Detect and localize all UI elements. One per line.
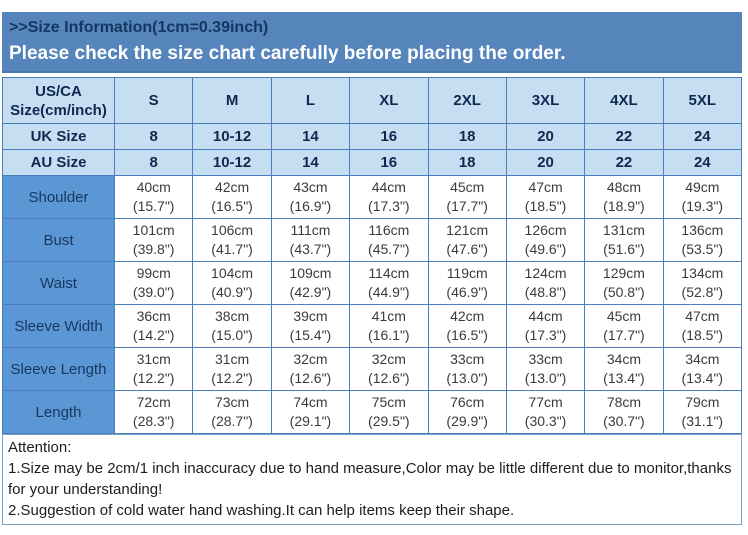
table-cell: 126cm (49.6") bbox=[505, 218, 586, 262]
table-cell: 22 bbox=[584, 149, 664, 176]
table-cell: 47cm (18.5") bbox=[662, 304, 743, 348]
table-cell: 104cm (40.9") bbox=[192, 261, 272, 305]
table-cell: 131cm (51.6") bbox=[584, 218, 664, 262]
measure-label-sleeve-width: Sleeve Width bbox=[2, 304, 115, 348]
table-cell: 129cm (50.8") bbox=[584, 261, 664, 305]
table-cell: 45cm (17.7") bbox=[584, 304, 664, 348]
table-cell: 44cm (17.3") bbox=[505, 304, 586, 348]
table-cell: 43cm (16.9") bbox=[270, 175, 351, 219]
table-cell: 14 bbox=[270, 123, 351, 150]
table-cell: 106cm (41.7") bbox=[192, 218, 272, 262]
measure-label-sleeve-length: Sleeve Length bbox=[2, 347, 115, 391]
table-cell: 47cm (18.5") bbox=[505, 175, 586, 219]
table-cell: 40cm (15.7") bbox=[113, 175, 194, 219]
measure-label-shoulder: Shoulder bbox=[2, 175, 115, 219]
measure-label-waist: Waist bbox=[2, 261, 115, 305]
table-cell: 20 bbox=[505, 123, 586, 150]
table-cell: 39cm (15.4") bbox=[270, 304, 351, 348]
table-cell: 74cm (29.1") bbox=[270, 390, 351, 434]
table-cell: 121cm (47.6") bbox=[427, 218, 507, 262]
table-cell: 119cm (46.9") bbox=[427, 261, 507, 305]
shoulder-row: Shoulder 40cm (15.7") 42cm (16.5") 43cm … bbox=[2, 175, 743, 219]
table-cell: 73cm (28.7") bbox=[192, 390, 272, 434]
length-row: Length 72cm (28.3") 73cm (28.7") 74cm (2… bbox=[2, 390, 743, 434]
table-cell: 16 bbox=[349, 149, 429, 176]
table-cell: 33cm (13.0") bbox=[427, 347, 507, 391]
table-cell: 99cm (39.0") bbox=[113, 261, 194, 305]
table-cell: 18 bbox=[427, 149, 507, 176]
table-cell: 31cm (12.2") bbox=[113, 347, 194, 391]
size-col-header-2xl: 2XL bbox=[427, 77, 507, 124]
attention-box: Attention: 1.Size may be 2cm/1 inch inac… bbox=[2, 434, 742, 525]
table-cell: 14 bbox=[270, 149, 351, 176]
size-col-header-s: S bbox=[113, 77, 194, 124]
table-cell: 124cm (48.8") bbox=[505, 261, 586, 305]
table-cell: 116cm (45.7") bbox=[349, 218, 429, 262]
table-cell: 109cm (42.9") bbox=[270, 261, 351, 305]
table-cell: 77cm (30.3") bbox=[505, 390, 586, 434]
au-size-row: AU Size 8 10-12 14 16 18 20 22 24 bbox=[2, 149, 743, 176]
table-cell: 8 bbox=[113, 149, 194, 176]
size-header-row: US/CA Size(cm/inch) S M L XL 2XL 3XL 4XL… bbox=[2, 77, 743, 124]
table-cell: 24 bbox=[662, 149, 743, 176]
attention-title: Attention: bbox=[8, 439, 72, 456]
size-col-header-xl: XL bbox=[349, 77, 429, 124]
table-cell: 49cm (19.3") bbox=[662, 175, 743, 219]
table-cell: 32cm (12.6") bbox=[349, 347, 429, 391]
bust-row: Bust 101cm (39.8") 106cm (41.7") 111cm (… bbox=[2, 218, 743, 262]
size-col-header-3xl: 3XL bbox=[505, 77, 586, 124]
au-size-label: AU Size bbox=[2, 149, 115, 176]
size-chart-notice: Please check the size chart carefully be… bbox=[9, 43, 566, 64]
table-cell: 41cm (16.1") bbox=[349, 304, 429, 348]
table-cell: 45cm (17.7") bbox=[427, 175, 507, 219]
size-col-header-5xl: 5XL bbox=[662, 77, 743, 124]
size-table: US/CA Size(cm/inch) S M L XL 2XL 3XL 4XL… bbox=[2, 77, 743, 434]
size-col-header-4xl: 4XL bbox=[584, 77, 664, 124]
table-cell: 33cm (13.0") bbox=[505, 347, 586, 391]
sleeve-width-row: Sleeve Width 36cm (14.2") 38cm (15.0") 3… bbox=[2, 304, 743, 348]
table-cell: 79cm (31.1") bbox=[662, 390, 743, 434]
table-cell: 75cm (29.5") bbox=[349, 390, 429, 434]
table-cell: 76cm (29.9") bbox=[427, 390, 507, 434]
banner: >>Size Information(1cm=0.39inch) Please … bbox=[2, 12, 742, 73]
table-cell: 136cm (53.5") bbox=[662, 218, 743, 262]
size-col-header-l: L bbox=[270, 77, 351, 124]
table-cell: 20 bbox=[505, 149, 586, 176]
waist-row: Waist 99cm (39.0") 104cm (40.9") 109cm (… bbox=[2, 261, 743, 305]
table-cell: 78cm (30.7") bbox=[584, 390, 664, 434]
table-cell: 10-12 bbox=[192, 149, 272, 176]
table-cell: 10-12 bbox=[192, 123, 272, 150]
table-cell: 111cm (43.7") bbox=[270, 218, 351, 262]
size-info-title: >>Size Information(1cm=0.39inch) bbox=[9, 19, 269, 36]
size-col-header-m: M bbox=[192, 77, 272, 124]
attention-item-1: 1.Size may be 2cm/1 inch inaccuracy due … bbox=[8, 460, 732, 498]
table-cell: 32cm (12.6") bbox=[270, 347, 351, 391]
uk-size-row: UK Size 8 10-12 14 16 18 20 22 24 bbox=[2, 123, 743, 150]
uk-size-label: UK Size bbox=[2, 123, 115, 150]
corner-header: US/CA Size(cm/inch) bbox=[2, 77, 115, 124]
table-cell: 44cm (17.3") bbox=[349, 175, 429, 219]
table-cell: 18 bbox=[427, 123, 507, 150]
measure-label-length: Length bbox=[2, 390, 115, 434]
table-cell: 72cm (28.3") bbox=[113, 390, 194, 434]
table-cell: 36cm (14.2") bbox=[113, 304, 194, 348]
table-cell: 134cm (52.8") bbox=[662, 261, 743, 305]
table-cell: 34cm (13.4") bbox=[662, 347, 743, 391]
table-cell: 24 bbox=[662, 123, 743, 150]
table-cell: 48cm (18.9") bbox=[584, 175, 664, 219]
table-cell: 8 bbox=[113, 123, 194, 150]
table-cell: 114cm (44.9") bbox=[349, 261, 429, 305]
table-cell: 31cm (12.2") bbox=[192, 347, 272, 391]
table-cell: 42cm (16.5") bbox=[192, 175, 272, 219]
table-cell: 22 bbox=[584, 123, 664, 150]
sleeve-length-row: Sleeve Length 31cm (12.2") 31cm (12.2") … bbox=[2, 347, 743, 391]
table-cell: 42cm (16.5") bbox=[427, 304, 507, 348]
table-cell: 16 bbox=[349, 123, 429, 150]
table-cell: 101cm (39.8") bbox=[113, 218, 194, 262]
table-cell: 38cm (15.0") bbox=[192, 304, 272, 348]
table-cell: 34cm (13.4") bbox=[584, 347, 664, 391]
attention-item-2: 2.Suggestion of cold water hand washing.… bbox=[8, 502, 515, 519]
measure-label-bust: Bust bbox=[2, 218, 115, 262]
